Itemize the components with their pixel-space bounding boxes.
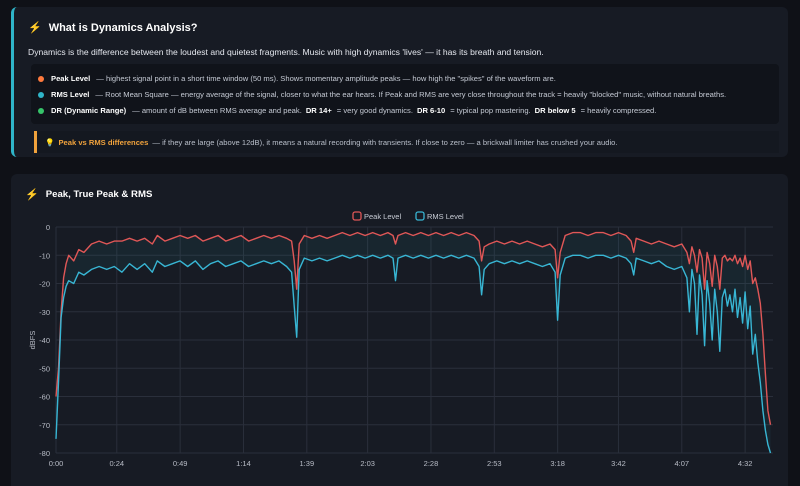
legend-rms-label: RMS Level xyxy=(427,212,464,221)
lightning-icon: ⚡ xyxy=(25,189,39,201)
rms-term: RMS Level xyxy=(51,90,90,99)
x-tick-label: 2:03 xyxy=(360,459,375,468)
definitions-box: Peak Level — highest signal point in a s… xyxy=(31,64,779,124)
dr-pop-label: DR 6-10 xyxy=(416,106,446,115)
dr-good-desc: = very good dynamics. xyxy=(336,106,413,115)
x-tick-label: 3:18 xyxy=(550,459,565,468)
x-tick-label: 1:14 xyxy=(236,459,251,468)
dr-dot-icon xyxy=(38,107,44,114)
dr-good-label: DR 14+ xyxy=(305,106,332,115)
dr-compressed-desc: = heavily compressed. xyxy=(580,106,657,115)
y-tick-label: -30 xyxy=(39,308,50,317)
y-tick-label: -20 xyxy=(39,280,50,289)
peak-rms-chart: 0 -10 -20 -30 -40 -50 -60 -70 -800:00 0:24 0:49 1:1… xyxy=(28,211,773,468)
peak-term: Peak Level xyxy=(51,74,91,83)
dynamics-info-card: ⚡ What is Dynamics Analysis? Dynamics is… xyxy=(11,7,788,157)
peak-definition: Peak Level — highest signal point in a s… xyxy=(38,74,556,83)
y-axis-label: dBFS xyxy=(28,331,37,350)
peak-level-line xyxy=(55,231,772,425)
dr-definition: DR (Dynamic Range) — amount of dB betwee… xyxy=(38,106,656,115)
info-title-text: What is Dynamics Analysis? xyxy=(48,21,198,34)
x-tick-label: 4:32 xyxy=(738,459,753,468)
y-tick-label: -70 xyxy=(39,421,50,430)
chart-card: ⚡ Peak, True Peak & RMS 0 -10 -20 -30 -40 -50… xyxy=(11,174,788,486)
y-tick-label: -40 xyxy=(39,336,50,345)
x-tick-label: 0:24 xyxy=(110,459,125,468)
x-tick-label: 2:53 xyxy=(487,459,502,468)
dr-compressed-label: DR below 5 xyxy=(534,106,576,115)
x-tick-label: 1:39 xyxy=(300,459,315,468)
peak-description: — highest signal point in a short time w… xyxy=(96,74,556,83)
chart-title-text: Peak, True Peak & RMS xyxy=(45,189,153,200)
x-tick-label: 4:07 xyxy=(674,459,689,468)
rms-definition: RMS Level — Root Mean Square — energy av… xyxy=(38,90,726,99)
rms-level-line xyxy=(55,254,772,454)
dr-description: — amount of dB between RMS average and p… xyxy=(132,106,302,115)
peak-dot-icon xyxy=(38,75,44,82)
info-intro: Dynamics is the difference between the l… xyxy=(28,47,544,57)
lightbulb-icon: 💡 xyxy=(45,137,55,147)
tip-label: Peak vs RMS differences xyxy=(58,137,149,147)
legend-peak-swatch xyxy=(352,211,362,221)
chart-card-title: ⚡ Peak, True Peak & RMS xyxy=(25,188,152,201)
y-tick-label: -10 xyxy=(39,251,50,260)
x-tick-label: 3:42 xyxy=(611,459,626,468)
dr-term: DR (Dynamic Range) xyxy=(51,106,127,115)
info-card-title: ⚡ What is Dynamics Analysis? xyxy=(28,21,198,35)
lightning-icon: ⚡ xyxy=(28,22,42,34)
y-tick-label: 0 xyxy=(46,223,50,232)
y-tick-label: -80 xyxy=(39,449,50,458)
x-tick-label: 2:28 xyxy=(424,459,439,468)
x-tick-label: 0:00 xyxy=(49,459,64,468)
rms-dot-icon xyxy=(38,91,44,98)
y-tick-label: -60 xyxy=(39,393,50,402)
peak-rms-tip: 💡 Peak vs RMS differences — if they are … xyxy=(34,131,779,153)
legend-peak-label: Peak Level xyxy=(364,212,401,221)
legend-rms-swatch xyxy=(415,211,425,221)
rms-description: — Root Mean Square — energy average of t… xyxy=(95,90,727,99)
x-tick-label: 0:49 xyxy=(173,459,188,468)
tip-text: — if they are large (above 12dB), it mea… xyxy=(152,137,618,147)
y-tick-label: -50 xyxy=(39,364,50,373)
dr-pop-desc: = typical pop mastering. xyxy=(450,106,531,115)
